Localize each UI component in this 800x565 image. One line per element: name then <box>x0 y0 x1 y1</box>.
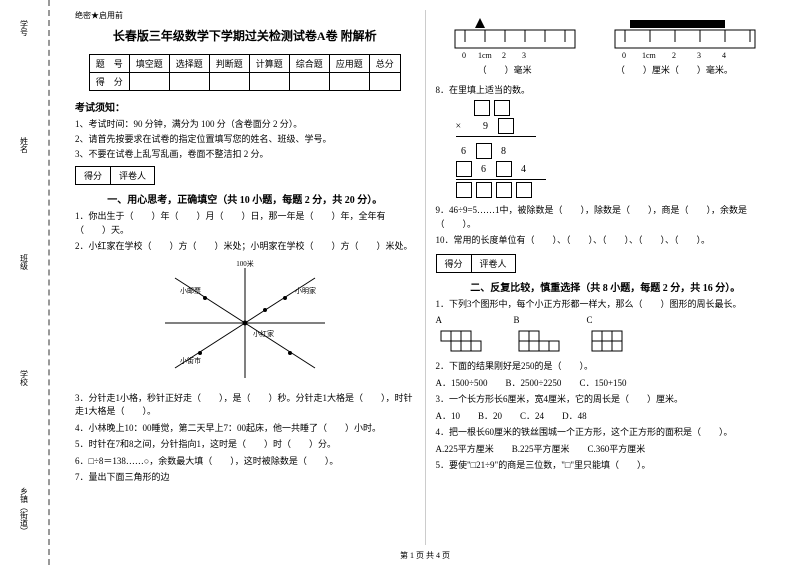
ruler-label-b: （ ）厘米（ ）毫米。 <box>616 64 733 78</box>
q5: 5．时针在7和8之间，分针指向1，这时是（ ）时（ ）分。 <box>75 438 415 452</box>
q8: 8．在里填上适当的数。 <box>436 84 776 98</box>
td <box>289 73 329 91</box>
grader-cell: 评卷人 <box>110 166 155 185</box>
notice-title: 考试须知： <box>75 99 415 114</box>
svg-text:小街市: 小街市 <box>180 356 201 365</box>
marker-box: 得分 评卷人 <box>436 254 776 273</box>
marker-box: 得分 评卷人 <box>75 166 415 185</box>
p2q1: 1．下列3个图形中，每个小正方形都一样大，那么（ ）图形的周长最长。 <box>436 298 776 312</box>
q1: 1．你出生于（ ）年（ ）月（ ）日，那一年是（ ）年，全年有（ ）天。 <box>75 210 415 237</box>
svg-text:2: 2 <box>502 51 506 60</box>
notice-item: 1、考试时间：90 分钟，满分为 100 分（含卷面分 2 分）。 <box>75 117 415 130</box>
binding-field: 姓名 <box>19 137 30 153</box>
td: 得 分 <box>89 73 129 91</box>
ruler-label-a: （ ）毫米 <box>478 64 532 78</box>
part1-title: 一、用心思考，正确填空（共 10 小题，每题 2 分，共 20 分）。 <box>75 191 415 206</box>
score-table: 题 号 填空题 选择题 判断题 计算题 综合题 应用题 总分 得 分 <box>89 54 401 91</box>
part2-title: 二、反复比较，慎重选择（共 8 小题，每题 2 分，共 16 分）。 <box>436 279 776 294</box>
ruler-icon: 0 1cm 2 3 4 <box>610 16 760 61</box>
score-cell: 得分 <box>436 254 471 273</box>
svg-text:小邮票: 小邮票 <box>180 286 201 295</box>
binding-field: 学号 <box>19 20 30 36</box>
compass-diagram: 100米 小明家 小红家 小邮票 小街市 <box>145 258 345 388</box>
binding-margin: 学号 姓名 班级 学校 乡镇（街道） <box>0 0 50 565</box>
svg-text:1cm: 1cm <box>642 51 657 60</box>
vertical-multiplication: ×9 68 64 <box>456 100 776 198</box>
shape-options: A B C <box>436 315 776 356</box>
svg-text:100米: 100米 <box>236 259 254 268</box>
th: 应用题 <box>329 55 369 73</box>
svg-text:3: 3 <box>522 51 526 60</box>
td <box>329 73 369 91</box>
svg-text:0: 0 <box>622 51 626 60</box>
q7: 7．量出下面三角形的边 <box>75 471 415 485</box>
td <box>129 73 169 91</box>
svg-text:小红家: 小红家 <box>253 329 274 338</box>
q4: 4．小林晚上10：00睡觉，第二天早上7：00起床，他一共睡了（ ）小时。 <box>75 422 415 436</box>
score-cell: 得分 <box>75 166 110 185</box>
th: 题 号 <box>89 55 129 73</box>
th: 选择题 <box>169 55 209 73</box>
th: 总分 <box>369 55 400 73</box>
th: 判断题 <box>209 55 249 73</box>
exam-title: 长春版三年级数学下学期过关检测试卷A卷 附解析 <box>75 27 415 44</box>
confidential-label: 绝密★启用前 <box>75 10 415 21</box>
td <box>369 73 400 91</box>
binding-field: 乡镇（街道） <box>19 487 30 535</box>
q2: 2．小红家在学校（ ）方（ ）米处；小明家在学校（ ）方（ ）米处。 <box>75 240 415 254</box>
notice-item: 3、不要在试卷上乱写乱画，卷面不整洁扣 2 分。 <box>75 147 415 160</box>
q9: 9．46÷9=5……1中，被除数是（ ），除数是（ ），商是（ ），余数是（ ）… <box>436 204 776 231</box>
svg-text:1cm: 1cm <box>478 51 493 60</box>
page-footer: 第 1 页 共 4 页 <box>50 550 800 561</box>
svg-text:0: 0 <box>462 51 466 60</box>
th: 计算题 <box>249 55 289 73</box>
binding-field: 学校 <box>19 370 30 386</box>
ruler-icon: 0 1cm 2 3 <box>450 16 580 61</box>
th: 综合题 <box>289 55 329 73</box>
svg-text:小明家: 小明家 <box>295 286 316 295</box>
q3: 3．分针走1小格，秒针正好走（ ），是（ ）秒。分针走1大格是（ ），时针走1大… <box>75 392 415 419</box>
notice-item: 2、请首先按要求在试卷的指定位置填写您的姓名、班级、学号。 <box>75 132 415 145</box>
binding-field: 班级 <box>19 254 30 270</box>
p2q4: 4．把一根长60厘米的铁丝围城一个正方形，这个正方形的面积是（ ）。 <box>436 426 776 440</box>
td <box>209 73 249 91</box>
q6: 6．□÷8＝138……○，余数最大填（ ），这时被除数是（ ）。 <box>75 455 415 469</box>
p2q2opts: A．1500÷500 B．2500÷2250 C．150+150 <box>436 377 776 391</box>
q10: 10．常用的长度单位有（ ）、（ ）、（ ）、（ ）、（ ）。 <box>436 234 776 248</box>
p2q3: 3．一个长方形长6厘米，宽4厘米，它的周长是（ ）厘米。 <box>436 393 776 407</box>
p2q5: 5．要使"□21÷9"的商是三位数，"□"里只能填（ ）。 <box>436 459 776 473</box>
p2q2: 2．下面的结果刚好是250的是（ ）。 <box>436 360 776 374</box>
p2q4opts: A.225平方厘米 B.225平方厘米 C.360平方厘米 <box>436 443 776 457</box>
svg-text:2: 2 <box>672 51 676 60</box>
svg-text:4: 4 <box>722 51 726 60</box>
td <box>169 73 209 91</box>
p2q3opts: A．10 B．20 C．24 D．48 <box>436 410 776 424</box>
th: 填空题 <box>129 55 169 73</box>
notice-block: 1、考试时间：90 分钟，满分为 100 分（含卷面分 2 分）。 2、请首先按… <box>75 117 415 160</box>
svg-text:3: 3 <box>697 51 701 60</box>
right-column: 0 1cm 2 3 0 1cm 2 3 <box>426 10 786 545</box>
td <box>249 73 289 91</box>
grader-cell: 评卷人 <box>471 254 516 273</box>
left-column: 绝密★启用前 长春版三年级数学下学期过关检测试卷A卷 附解析 题 号 填空题 选… <box>65 10 426 545</box>
